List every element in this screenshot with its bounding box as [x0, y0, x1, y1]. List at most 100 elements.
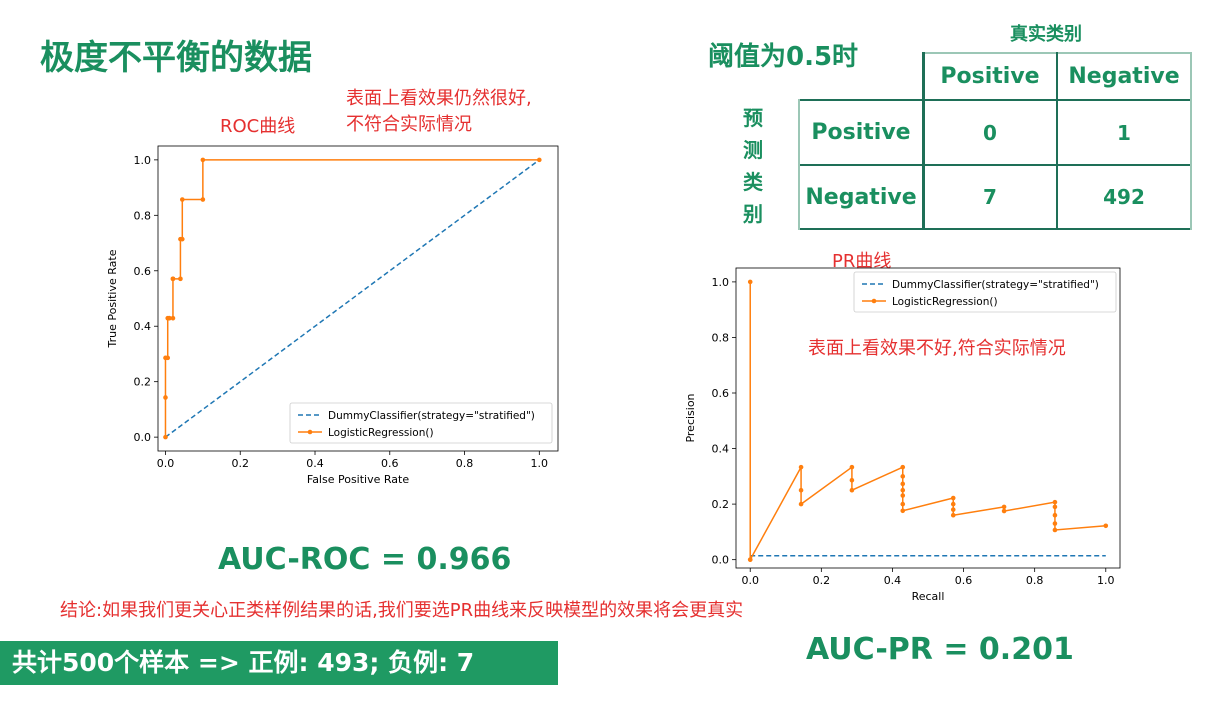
y-tick-label: 0.4: [134, 320, 152, 333]
logistic-regression-point: [1001, 504, 1007, 510]
logistic-regression-point: [900, 487, 906, 493]
logistic-regression-point: [165, 355, 171, 361]
x-tick-label: 0.0: [741, 574, 759, 587]
x-tick-label: 0.6: [955, 574, 973, 587]
col-header-negative: Negative: [1068, 64, 1180, 89]
dummy-classifier-line: [165, 159, 540, 438]
x-tick-label: 0.6: [381, 457, 399, 470]
logistic-regression-point: [1103, 523, 1109, 529]
logistic-regression-point: [900, 508, 906, 514]
logistic-regression-point: [900, 493, 906, 498]
pred-label-char: 类: [743, 170, 763, 194]
col-header-positive: Positive: [940, 64, 1040, 89]
logistic-regression-point: [798, 487, 804, 493]
y-tick-label: 0.6: [712, 387, 730, 400]
y-tick-label: 0.2: [712, 498, 730, 511]
logistic-regression-point: [747, 557, 753, 562]
logistic-regression-point: [163, 395, 168, 400]
y-tick-label: 1.0: [134, 154, 152, 167]
logistic-regression-point: [900, 464, 906, 470]
pred-label-char: 测: [743, 138, 763, 162]
logistic-regression-point: [849, 487, 855, 493]
cm-cell-fn: 7: [983, 185, 997, 209]
x-tick-label: 0.8: [456, 457, 474, 470]
y-tick-label: 1.0: [712, 276, 730, 289]
conclusion-text: 结论:如果我们更关心正类样例结果的话,我们要选PR曲线来反映模型的效果将会更真实: [60, 600, 744, 621]
logistic-regression-point: [170, 276, 176, 282]
threshold-title: 阈值为0.5时: [708, 42, 859, 72]
logistic-regression-point: [1052, 521, 1058, 526]
logistic-regression-point: [900, 474, 906, 479]
x-tick-label: 0.8: [1026, 574, 1044, 587]
logistic-regression-point: [170, 315, 176, 321]
y-tick-label: 0.8: [134, 209, 152, 222]
auc-roc-value: AUC-ROC = 0.966: [218, 542, 512, 577]
y-tick-label: 0.4: [712, 443, 730, 456]
logistic-regression-point: [798, 464, 804, 470]
row-header-negative: Negative: [805, 184, 917, 210]
pr-chart: 0.0 0.2 0.4 0.6 0.8 1.0 0.0 0.2 0.4 0.6 0.8 1.0 Reca…: [684, 267, 1121, 603]
x-tick-label: 0.2: [231, 457, 249, 470]
logistic-regression-point: [1052, 527, 1058, 533]
logistic-regression-line: [749, 281, 1106, 561]
true-class-label: 真实类别: [1010, 24, 1082, 45]
roc-note-line: 表面上看效果仍然很好,: [346, 88, 532, 109]
logistic-regression-point: [900, 481, 906, 487]
x-tick-label: 1.0: [1097, 574, 1115, 587]
logistic-regression-point: [1001, 508, 1007, 514]
y-tick-label: 0.6: [134, 265, 152, 278]
legend-logistic-marker: [307, 429, 313, 435]
logistic-regression-point: [849, 464, 855, 470]
x-axis-label: Recall: [912, 590, 945, 603]
logistic-regression-point: [798, 501, 804, 507]
page-title: 极度不平衡的数据: [40, 38, 312, 78]
logistic-regression-point: [537, 157, 542, 163]
logistic-regression-point: [950, 495, 956, 501]
sample-summary-banner: 共计500个样本 => 正例: 493; 负例: 7: [0, 641, 558, 685]
cm-cell-fp: 1: [1117, 120, 1131, 145]
predicted-class-label: 预 测 类 别: [738, 102, 768, 230]
plot-frame: [157, 145, 559, 452]
legend-box: [289, 402, 553, 444]
pr-note: 表面上看效果不好,符合实际情况: [808, 338, 1066, 359]
roc-note-line: 不符合实际情况: [346, 114, 472, 135]
logistic-regression-point: [179, 197, 185, 202]
y-axis-label: Precision: [684, 393, 697, 442]
pred-label-char: 预: [743, 106, 763, 130]
logistic-regression-point: [849, 477, 855, 483]
logistic-regression-point: [178, 276, 183, 282]
y-tick-label: 0.2: [134, 376, 152, 389]
x-tick-label: 1.0: [531, 457, 549, 470]
auc-pr-value: AUC-PR = 0.201: [806, 632, 1074, 667]
logistic-regression-point: [163, 434, 168, 440]
pred-label-char: 别: [743, 202, 763, 226]
logistic-regression-point: [200, 197, 206, 202]
plot-frame: [735, 267, 1121, 569]
pr-curve-label: PR曲线: [832, 251, 892, 272]
logistic-regression-point: [1052, 512, 1058, 518]
logistic-regression-point: [950, 501, 956, 507]
legend-dummy-label: DummyClassifier(strategy="stratified"): [328, 410, 535, 422]
x-tick-label: 0.2: [813, 574, 831, 587]
logistic-regression-point: [900, 501, 906, 507]
x-tick-label: 0.0: [157, 457, 175, 470]
logistic-regression-point: [1052, 499, 1058, 505]
cm-cell-tp: 0: [983, 120, 997, 145]
y-tick-label: 0.0: [712, 554, 730, 567]
roc-chart: 0.0 0.2 0.4 0.6 0.8 1.0 0.0 0.2 0.4 0.6 0.8 1.0 Fals…: [106, 145, 559, 486]
logistic-regression-point: [747, 279, 753, 285]
cm-cell-tn: 492: [1103, 185, 1145, 209]
legend-dummy-label: DummyClassifier(strategy="stratified"): [892, 279, 1099, 291]
logistic-regression-point: [200, 157, 206, 163]
logistic-regression-point: [950, 507, 956, 512]
y-tick-label: 0.8: [712, 331, 730, 344]
legend-logistic-marker: [871, 298, 877, 304]
y-axis-label: True Positive Rate: [106, 249, 119, 348]
x-tick-label: 0.4: [306, 457, 324, 470]
x-tick-label: 0.4: [884, 574, 902, 587]
logistic-regression-point: [179, 236, 185, 242]
x-axis-label: False Positive Rate: [307, 473, 409, 486]
legend-logistic-label: LogisticRegression(): [892, 296, 998, 308]
legend-logistic-label: LogisticRegression(): [328, 427, 434, 439]
logistic-regression-point: [166, 315, 172, 321]
